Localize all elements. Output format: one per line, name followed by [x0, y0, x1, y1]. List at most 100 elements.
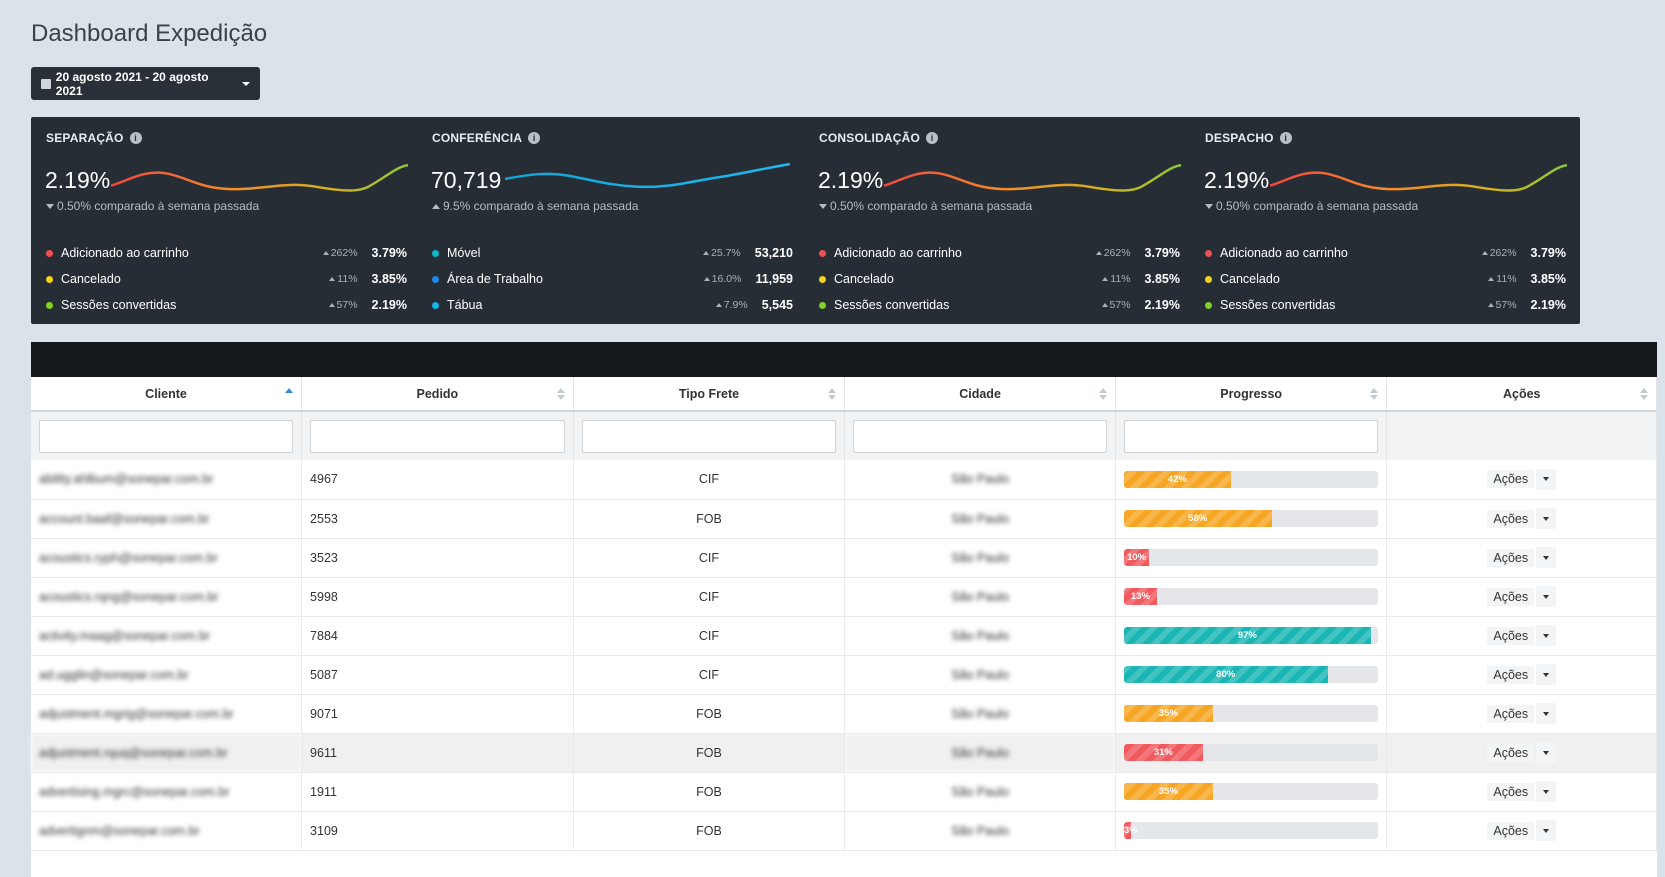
- actions-dropdown[interactable]: Ações: [1487, 468, 1557, 490]
- actions-label[interactable]: Ações: [1487, 548, 1535, 567]
- freight-cell: CIF: [573, 616, 846, 656]
- progress-fill: 3%: [1123, 822, 1138, 839]
- caret-down-icon[interactable]: [1536, 742, 1557, 763]
- progress-bar: 97%: [1123, 627, 1379, 644]
- trend-up-icon: [1102, 277, 1109, 281]
- compare-text: 0.50% comparado à semana passada: [1216, 199, 1419, 213]
- city-cell: São Paulo: [844, 772, 1116, 812]
- actions-cell: Ações: [1386, 460, 1657, 500]
- column-filter-input[interactable]: [1123, 419, 1379, 453]
- column-header[interactable]: Cliente: [31, 377, 303, 412]
- actions-label[interactable]: Ações: [1487, 470, 1535, 489]
- sparkline: [1270, 164, 1567, 192]
- legend-dot-icon: [1205, 301, 1212, 309]
- sort-icon[interactable]: [1640, 388, 1648, 400]
- info-icon[interactable]: i: [129, 132, 142, 144]
- sort-icon[interactable]: [828, 388, 837, 400]
- actions-dropdown[interactable]: Ações: [1487, 742, 1557, 763]
- table-row[interactable]: ability.ahlbum@sonepar.com.br 4967 CIF São …: [31, 460, 1657, 500]
- table-row[interactable]: advertignm@sonepar.com.br 3109 FOB São Paul…: [31, 811, 1657, 851]
- actions-label[interactable]: Ações: [1487, 743, 1535, 762]
- actions-label[interactable]: Ações: [1487, 782, 1535, 801]
- info-icon[interactable]: i: [926, 132, 939, 144]
- card-compare: 0.50% comparado à semana passada: [1205, 199, 1418, 213]
- actions-dropdown[interactable]: Ações: [1487, 508, 1557, 529]
- caret-down-icon[interactable]: [1536, 820, 1557, 841]
- actions-label[interactable]: Ações: [1487, 587, 1535, 606]
- column-header[interactable]: Cidade: [844, 377, 1116, 412]
- column-header[interactable]: Ações: [1386, 377, 1657, 412]
- table-row[interactable]: advertising.mgrc@sonepar.com.br 1911 FOB Sã…: [31, 772, 1657, 812]
- card-metric-row: Adicionado ao carrinho 262% 3.79%: [46, 240, 407, 266]
- table-row[interactable]: acoustics.rqng@sonepar.com.br 5998 CIF São …: [31, 577, 1657, 617]
- sort-icon[interactable]: [556, 388, 565, 400]
- table-row[interactable]: activity.maag@sonepar.com.br 7884 CIF São P…: [31, 616, 1657, 656]
- table-row[interactable]: account.baaf@sonepar.com.br 2553 FOB São Pa…: [31, 499, 1657, 539]
- actions-label[interactable]: Ações: [1487, 821, 1535, 840]
- metric-value: 3.79%: [1530, 246, 1566, 260]
- caret-down-icon[interactable]: [1536, 703, 1557, 724]
- column-filter-input[interactable]: [581, 419, 837, 453]
- freight-cell: CIF: [573, 460, 846, 500]
- metric-change: 25.7%: [702, 247, 741, 259]
- actions-dropdown[interactable]: Ações: [1487, 625, 1557, 646]
- sort-icon[interactable]: [1098, 388, 1107, 400]
- table-row[interactable]: acoustics.ryph@sonepar.com.br 3523 CIF São …: [31, 538, 1657, 578]
- column-filter-input[interactable]: [39, 419, 294, 453]
- metric-value: 2.19%: [1530, 298, 1566, 312]
- progress-fill: 80%: [1123, 666, 1328, 683]
- actions-dropdown[interactable]: Ações: [1487, 586, 1557, 607]
- actions-label[interactable]: Ações: [1487, 509, 1535, 528]
- progress-fill: 97%: [1123, 627, 1371, 644]
- info-icon[interactable]: i: [528, 132, 541, 144]
- metric-label: Sessões convertidas: [834, 298, 950, 312]
- column-header[interactable]: Pedido: [301, 377, 574, 412]
- sort-icon[interactable]: [1370, 388, 1379, 400]
- card-metric-row: Tábua 7.9% 5,545: [432, 292, 793, 318]
- client-email-cell: acoustics.rqng@sonepar.com.br: [31, 577, 303, 617]
- actions-dropdown[interactable]: Ações: [1487, 781, 1557, 802]
- date-range-button[interactable]: 20 agosto 2021 - 20 agosto 2021: [31, 67, 260, 100]
- metric-change: 57%: [1101, 299, 1131, 311]
- caret-down-icon[interactable]: [1536, 468, 1557, 490]
- actions-dropdown[interactable]: Ações: [1487, 547, 1557, 568]
- metric-value: 3.85%: [371, 272, 407, 286]
- legend-dot-icon: [819, 275, 826, 283]
- card-compare: 0.50% comparado à semana passada: [46, 199, 259, 213]
- legend-dot-icon: [1205, 275, 1212, 283]
- filter-cell: [31, 411, 303, 460]
- caret-down-icon[interactable]: [1536, 547, 1557, 568]
- actions-cell: Ações: [1386, 499, 1657, 539]
- progress-cell: 80%: [1115, 655, 1388, 695]
- card-metric-row: Cancelado 11% 3.85%: [819, 266, 1180, 292]
- sort-asc-icon[interactable]: [285, 388, 294, 400]
- actions-dropdown[interactable]: Ações: [1487, 703, 1557, 724]
- table-row[interactable]: ad.ugglin@sonepar.com.br 5087 CIF São Paulo…: [31, 655, 1657, 695]
- actions-cell: Ações: [1386, 733, 1657, 773]
- metric-label: Sessões convertidas: [1220, 298, 1336, 312]
- caret-down-icon[interactable]: [1536, 508, 1557, 529]
- metric-change: 11%: [1488, 273, 1517, 285]
- actions-dropdown[interactable]: Ações: [1487, 820, 1557, 841]
- actions-label[interactable]: Ações: [1487, 626, 1535, 645]
- caret-down-icon[interactable]: [1536, 625, 1557, 646]
- table-row[interactable]: adjustment.rquq@sonepar.com.br 9611 FOB São…: [31, 733, 1657, 773]
- caret-down-icon[interactable]: [1536, 664, 1557, 685]
- trend-down-icon: [1205, 203, 1213, 209]
- column-filter-input[interactable]: [853, 419, 1107, 453]
- column-filter-input[interactable]: [310, 419, 565, 453]
- metric-value: 3.85%: [1144, 272, 1180, 286]
- column-header[interactable]: Progresso: [1115, 377, 1388, 412]
- actions-label[interactable]: Ações: [1487, 665, 1535, 684]
- column-header[interactable]: Tipo Frete: [573, 377, 846, 412]
- table-row[interactable]: adjustment.mgrig@sonepar.com.br 9071 FOB Sã…: [31, 694, 1657, 734]
- column-header-label: Cliente: [145, 386, 187, 401]
- order-cell: 4967: [301, 460, 574, 500]
- freight-cell: FOB: [573, 499, 846, 539]
- metric-change: 57%: [328, 299, 358, 311]
- actions-label[interactable]: Ações: [1487, 704, 1535, 723]
- info-icon[interactable]: i: [1279, 132, 1292, 144]
- caret-down-icon[interactable]: [1536, 781, 1557, 802]
- caret-down-icon[interactable]: [1536, 586, 1557, 607]
- actions-dropdown[interactable]: Ações: [1487, 664, 1557, 685]
